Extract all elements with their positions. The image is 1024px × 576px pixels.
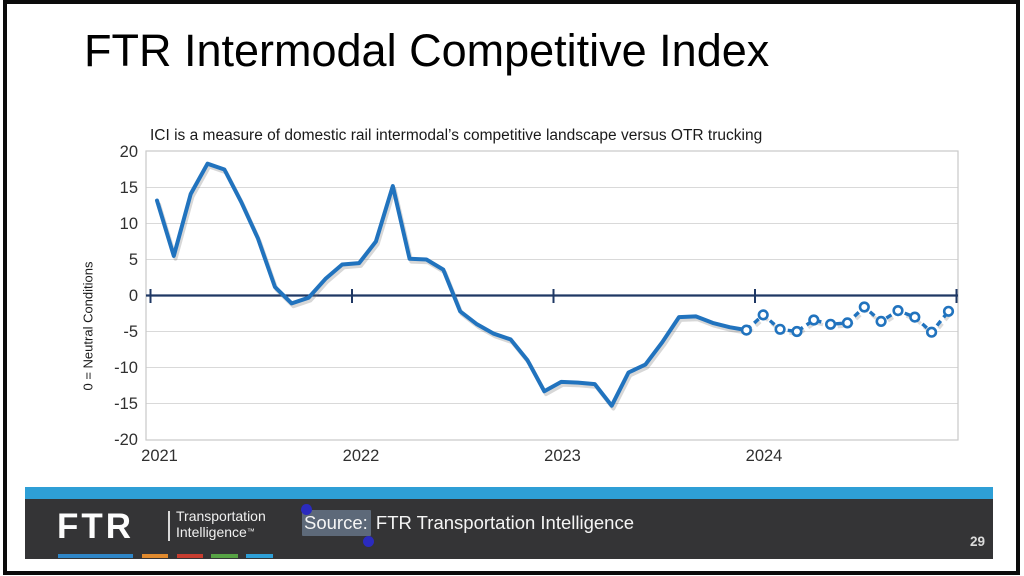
zero-axis	[146, 289, 958, 303]
brand-dash-lightblue	[246, 554, 273, 558]
svg-text:-5: -5	[123, 323, 138, 341]
y-axis-labels: 20 15 10 5 0 -5 -10 -15 -20	[114, 143, 138, 449]
source-text[interactable]: Source: FTR Transportation Intelligence	[302, 510, 635, 536]
logo-tagline: Transportation Intelligence™	[176, 508, 266, 543]
forecast-markers	[740, 301, 955, 338]
logo-divider	[168, 511, 170, 541]
brand-dash-red	[177, 554, 203, 558]
svg-text:-10: -10	[114, 359, 138, 377]
svg-text:10: 10	[120, 215, 138, 233]
svg-text:2024: 2024	[746, 447, 783, 465]
svg-text:2022: 2022	[343, 447, 380, 465]
x-axis-labels: 2021 2022 2023 2024	[141, 447, 782, 465]
ftr-logo: FTR	[57, 507, 135, 546]
source-label-highlighted[interactable]: Source:	[302, 510, 371, 536]
footer-dark-bar	[25, 499, 993, 559]
logo-tagline-line2: Intelligence	[176, 524, 247, 540]
source-rest: FTR Transportation Intelligence	[370, 512, 635, 533]
trademark-mark: ™	[246, 527, 255, 536]
svg-text:2021: 2021	[141, 447, 178, 465]
selection-handle-bottom[interactable]	[363, 536, 374, 547]
selection-handle-top[interactable]	[301, 504, 312, 515]
svg-text:20: 20	[120, 143, 138, 161]
svg-text:15: 15	[120, 179, 138, 197]
svg-text:-20: -20	[114, 431, 138, 449]
brand-dash-orange	[142, 554, 168, 558]
svg-text:2023: 2023	[544, 447, 581, 465]
gridlines	[146, 187, 958, 404]
brand-dashes	[25, 554, 993, 558]
footer-accent-bar	[25, 487, 993, 499]
ici-history-line	[155, 161, 749, 408]
page-number: 29	[969, 534, 985, 549]
brand-dash-green	[211, 554, 238, 558]
svg-text:0: 0	[129, 287, 138, 305]
brand-dash-blue	[58, 554, 133, 558]
footer-bar: FTR Transportation Intelligence™ Source:…	[25, 487, 993, 559]
slide-title: FTR Intermodal Competitive Index	[84, 25, 770, 76]
chart-subtitle: ICI is a measure of domestic rail interm…	[150, 127, 763, 144]
svg-text:-15: -15	[114, 395, 138, 413]
logo-tagline-line1: Transportation	[176, 508, 266, 524]
svg-text:5: 5	[129, 251, 138, 269]
